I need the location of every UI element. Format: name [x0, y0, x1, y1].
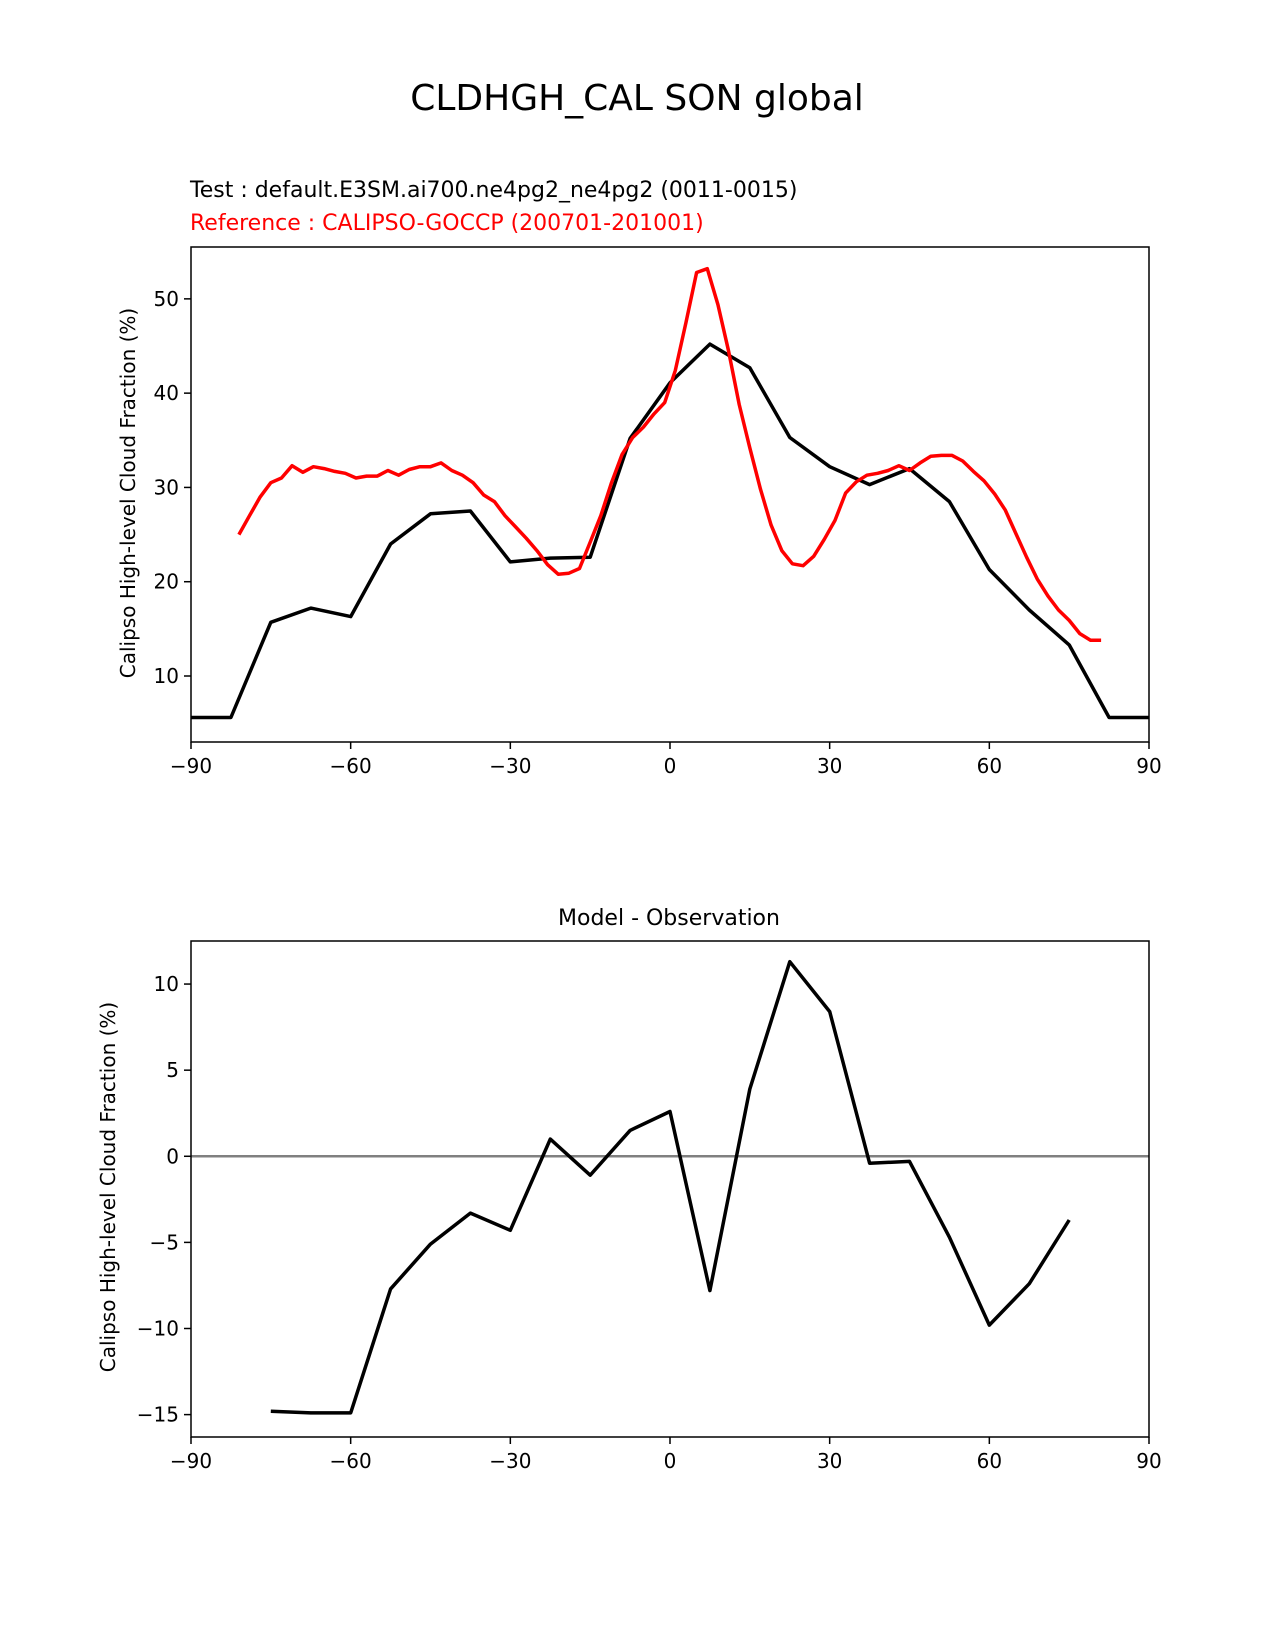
bottom-panel: Model - Observation −90 −60 −30 0 30 60 90 10 5 0… — [96, 906, 1162, 1473]
x-tick-label: −30 — [489, 754, 531, 778]
y-tick-label: 40 — [154, 381, 179, 405]
bottom-plot-area: −90 −60 −30 0 30 60 90 10 5 0 −5 −10 −15 — [137, 940, 1162, 1473]
x-tick-label: 90 — [1136, 754, 1161, 778]
y-tick-label: −10 — [137, 1317, 179, 1341]
y-tick-label: 10 — [154, 664, 179, 688]
x-tick-label: 60 — [977, 754, 1002, 778]
x-tick-label: 60 — [977, 1449, 1002, 1473]
x-tick-label: 90 — [1136, 1449, 1161, 1473]
x-tick-label: 30 — [817, 1449, 842, 1473]
x-tick-label: −60 — [330, 754, 372, 778]
y-tick-label: 20 — [154, 570, 179, 594]
y-tick-label: 10 — [154, 972, 179, 996]
x-tick-label: 0 — [664, 754, 677, 778]
plot-frame — [190, 940, 1150, 1438]
test-label: Test : default.E3SM.ai700.ne4pg2_ne4pg2 … — [189, 178, 797, 203]
bottom-panel-title: Model - Observation — [558, 906, 780, 931]
x-tick-label: −30 — [489, 1449, 531, 1473]
top-panel: Test : default.E3SM.ai700.ne4pg2_ne4pg2 … — [116, 178, 1162, 778]
y-tick-label: −5 — [150, 1230, 179, 1254]
plot-frame — [190, 246, 1150, 743]
y-tick-label: 5 — [166, 1058, 179, 1082]
x-tick-label: −60 — [330, 1449, 372, 1473]
test-series-line — [191, 342, 1149, 720]
figure-title: CLDHGH_CAL SON global — [410, 78, 864, 119]
y-tick-label: 0 — [166, 1144, 179, 1168]
difference-series-line — [270, 959, 1071, 1415]
x-tick-label: −90 — [170, 754, 212, 778]
x-tick-label: 30 — [817, 754, 842, 778]
bottom-y-axis-label: Calipso High-level Cloud Fraction (%) — [96, 1002, 120, 1372]
top-plot-area: −90 −60 −30 0 30 60 90 10 20 30 40 50 — [154, 246, 1162, 778]
x-tick-label: 0 — [664, 1449, 677, 1473]
x-tick-label: −90 — [170, 1449, 212, 1473]
y-tick-label: 30 — [154, 475, 179, 499]
reference-label: Reference : CALIPSO-GOCCP (200701-201001… — [190, 211, 704, 236]
y-tick-label: −15 — [137, 1403, 179, 1427]
y-tick-label: 50 — [154, 287, 179, 311]
reference-series-line — [237, 266, 1102, 642]
top-y-axis-label: Calipso High-level Cloud Fraction (%) — [116, 308, 140, 678]
